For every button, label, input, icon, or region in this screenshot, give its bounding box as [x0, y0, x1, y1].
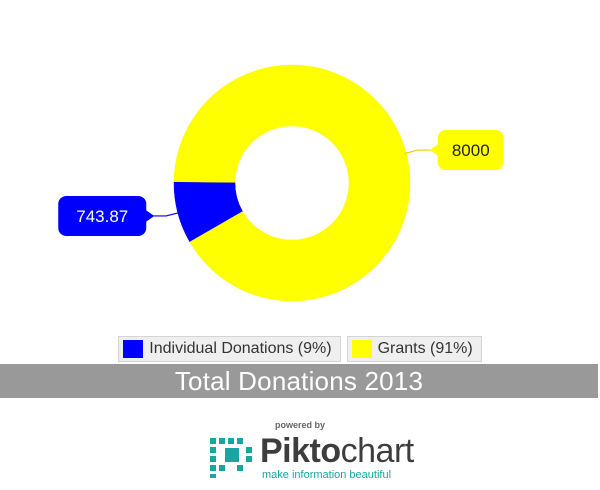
brand-name-prefix: Pikto: [260, 431, 341, 470]
callout-box-grants: [437, 130, 504, 171]
piktochart-logo-icon: [210, 438, 252, 478]
callout-box-individual-donations: [58, 195, 147, 236]
legend-label-grants: Grants (91%): [377, 340, 473, 357]
brand-tagline: make information beautiful: [262, 468, 392, 481]
powered-by-text: powered by: [274, 420, 325, 430]
chart-title: Total Donations 2013: [0, 364, 598, 398]
legend-label-individual-donations: Individual Donations (9%): [149, 340, 332, 357]
legend-swatch-individual-donations: [123, 340, 144, 358]
brand-name-suffix: chart: [340, 431, 415, 470]
data-label-individual-donations: 743.87: [76, 207, 128, 226]
legend-swatch-grants: [351, 340, 372, 358]
legend-item-grants[interactable]: Grants (91%): [346, 336, 482, 362]
chart-legend: Individual Donations (9%) Grants (91%): [0, 336, 600, 362]
piktochart-logo[interactable]: Piktochart make information beautiful: [208, 431, 415, 481]
callout-pointer-grants: [429, 143, 440, 158]
data-label-grants: 8000: [452, 141, 490, 160]
slice-grants[interactable]: [173, 64, 411, 302]
donut-hole: [235, 126, 349, 240]
donut-chart: 743.87 8000: [58, 64, 504, 302]
legend-item-individual-donations[interactable]: Individual Donations (9%): [118, 336, 341, 362]
callout-pointer-individual-donations: [144, 208, 155, 223]
